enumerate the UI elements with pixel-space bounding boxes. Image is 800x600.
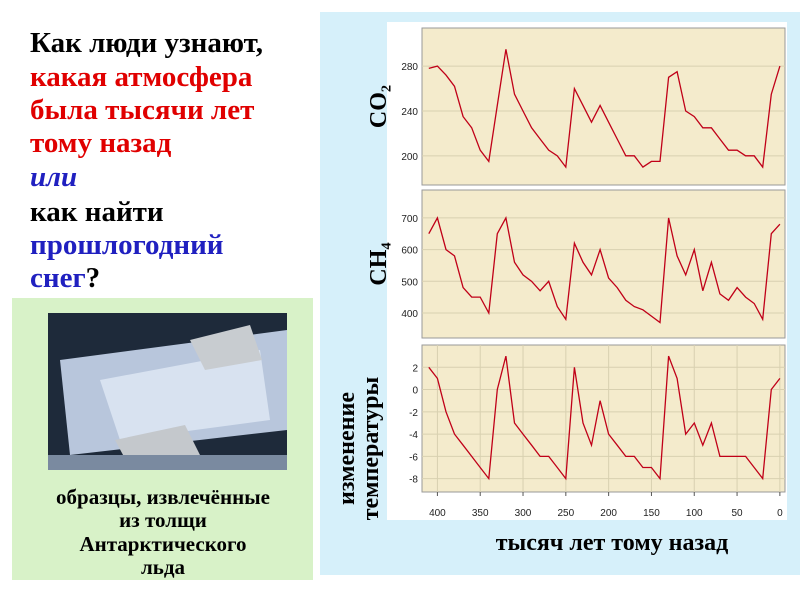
caption-line: из толщи xyxy=(119,508,207,532)
y-axis-label: CH₄ xyxy=(366,242,392,285)
y-axis-label: CO₂ xyxy=(366,85,392,128)
data-line xyxy=(428,355,781,481)
x-tick-label: 0 xyxy=(777,508,783,519)
y-tick-label: 240 xyxy=(401,107,418,118)
x-axis-label: тысяч лет тому назад xyxy=(496,530,729,556)
x-tick-label: 250 xyxy=(557,508,574,519)
y-tick-label: -8 xyxy=(409,475,418,486)
x-tick-label: 400 xyxy=(429,508,446,519)
y-tick-label: 500 xyxy=(401,277,418,288)
question-line: какая атмосфера xyxy=(30,61,253,93)
caption-line: Антарктического xyxy=(79,532,246,556)
question-line: прошлогодний xyxy=(30,229,224,261)
y-tick-label: 200 xyxy=(401,152,418,163)
x-tick-label: 300 xyxy=(515,508,532,519)
plot-area xyxy=(421,27,786,186)
y-tick-label: 400 xyxy=(401,309,418,320)
y-tick-label: -2 xyxy=(409,408,418,419)
x-tick-label: 150 xyxy=(643,508,660,519)
y-tick-label: -4 xyxy=(409,430,418,441)
photo xyxy=(48,313,287,470)
x-tick-label: 50 xyxy=(731,508,743,519)
question-mark: ? xyxy=(86,262,101,294)
data-line xyxy=(428,49,781,169)
question-line: Как люди узнают, xyxy=(30,27,263,59)
question-line: снег? xyxy=(30,262,100,294)
question-line: тому назад xyxy=(30,127,172,159)
question-line: как найти xyxy=(30,196,164,228)
y-axis-label: температуры xyxy=(358,376,384,520)
data-line xyxy=(428,216,781,324)
y-tick-label: 700 xyxy=(401,214,418,225)
x-tick-label: 200 xyxy=(600,508,617,519)
y-tick-label: -6 xyxy=(409,452,418,463)
x-tick-label: 100 xyxy=(686,508,703,519)
caption-line: образцы, извлечённые xyxy=(56,485,270,509)
caption-line: льда xyxy=(141,555,186,579)
plot-area xyxy=(421,344,786,493)
y-tick-label: 280 xyxy=(401,62,418,73)
question-word: снег xyxy=(30,262,86,294)
plot-area xyxy=(421,189,786,339)
x-tick-label: 350 xyxy=(472,508,489,519)
y-tick-label: 2 xyxy=(412,363,418,374)
question-line: была тысячи лет xyxy=(30,94,254,126)
question-line: или xyxy=(30,161,77,193)
y-tick-label: 0 xyxy=(412,386,418,397)
y-tick-label: 600 xyxy=(401,246,418,257)
y-axis-label: изменение xyxy=(334,392,360,505)
